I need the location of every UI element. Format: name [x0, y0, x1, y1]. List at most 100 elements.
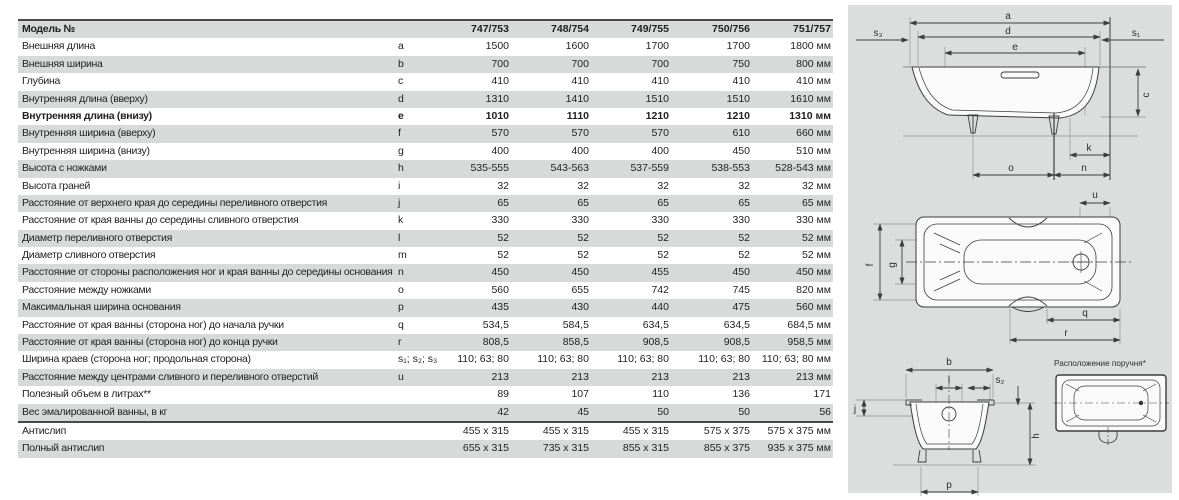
table-row: Диаметр переливного отверстия l 52 52 52…	[18, 229, 833, 248]
row-value: 1700	[645, 40, 669, 53]
row-letter: n	[398, 266, 404, 279]
row-letter: m	[398, 249, 407, 262]
dim-label-j: j	[853, 404, 856, 415]
table-row: Полезный объем в литрах** 89 107 110 136…	[18, 386, 833, 403]
row-value: 65	[738, 196, 750, 209]
plan-view-diagram: u f g q r	[865, 190, 1134, 344]
dim-label-n: n	[1081, 163, 1087, 174]
table-row: Максимальная ширина основания p 435 430 …	[18, 299, 833, 317]
row-value: 213	[651, 370, 669, 383]
row-value: 655 x 315	[462, 442, 509, 455]
row-letter: i	[398, 179, 401, 192]
row-value: 430	[571, 301, 589, 314]
table-row: Внутренняя ширина (внизу) g 400 400 400 …	[18, 143, 833, 160]
row-name: Высота с ножками	[22, 162, 107, 175]
row-value: 110; 63; 80	[537, 353, 589, 366]
row-name: Внутренняя ширина (вверху)	[22, 127, 156, 140]
row-value: 65	[497, 196, 509, 209]
row-name: Высота граней	[22, 179, 91, 192]
side-section-diagram: a d e s₃ s₁ c k o n	[856, 11, 1164, 180]
row-name: Глубина	[22, 75, 61, 88]
row-value: 435	[491, 301, 509, 314]
table-row: Диаметр сливного отверстия m 52 52 52 52…	[18, 247, 833, 264]
row-name: Расстояние между ножками	[22, 283, 151, 296]
row-value: 52	[577, 231, 589, 244]
dim-label-e: e	[1012, 42, 1018, 53]
row-value: 575 x 375	[703, 424, 750, 437]
row-letter: a	[398, 40, 404, 53]
row-value: 50	[657, 405, 669, 418]
row-name: Расстояние от края ванны (сторона ног) д…	[22, 318, 284, 331]
row-value: 52	[738, 231, 750, 244]
dim-label-d: d	[1005, 26, 1011, 37]
table-row: Расстояние от края ванны (сторона ног) д…	[18, 334, 833, 352]
row-value: 820 мм	[796, 283, 831, 296]
row-name: Внутренняя длина (вверху)	[22, 92, 148, 105]
table-row: Антислип 455 x 315 455 x 315 455 x 315 5…	[18, 420, 833, 440]
row-value: 634,5	[723, 318, 750, 331]
row-value: 700	[491, 57, 509, 70]
row-value: 858,5	[562, 336, 589, 349]
row-value: 42	[497, 405, 509, 418]
row-value: 534,5	[482, 318, 509, 331]
row-value: 52	[738, 249, 750, 262]
row-value: 475	[732, 301, 750, 314]
row-value: 735 x 315	[542, 442, 589, 455]
row-value: 655	[571, 283, 589, 296]
row-value: 56	[819, 405, 831, 418]
table-row: Высота с ножками h 535-555 543-563 537-5…	[18, 160, 833, 178]
row-value: 1210	[645, 109, 669, 122]
row-value: 52 мм	[801, 231, 831, 244]
row-letter: g	[398, 144, 404, 157]
row-value: 1700	[726, 40, 750, 53]
row-value: 330	[651, 214, 669, 227]
row-value: 543-563	[550, 162, 589, 175]
row-name: Вес эмалированной ванны, в кг	[22, 405, 168, 418]
row-letter: u	[398, 370, 404, 383]
row-value: 570	[491, 127, 509, 140]
row-value: 700	[571, 57, 589, 70]
row-value: 400	[491, 144, 509, 157]
row-letter: l	[398, 231, 401, 244]
row-value: 52	[577, 249, 589, 262]
row-name: Ширина краев (сторона ног; продольная ст…	[22, 353, 251, 366]
row-name: Внутренняя длина (внизу)	[22, 109, 152, 122]
dim-label-u: u	[1092, 190, 1098, 201]
row-letter: f	[398, 127, 401, 140]
handle-location-caption: Расположение поручня*	[1054, 359, 1147, 368]
row-name: Расстояние от края ванны (сторона ног) д…	[22, 336, 278, 349]
row-value: 450	[571, 266, 589, 279]
row-value: 855 x 375	[703, 442, 750, 455]
table-row: Внешняя длина a 1500 1600 1700 1700 1800…	[18, 38, 833, 55]
row-value: 1610 мм	[790, 92, 831, 105]
row-value: 610	[732, 127, 750, 140]
row-value: 330 мм	[796, 214, 831, 227]
row-value: 213	[571, 370, 589, 383]
table-row: Внутренняя длина (внизу) e 1010 1110 121…	[18, 108, 833, 125]
dim-label-c: c	[1141, 93, 1152, 98]
row-value: 1500	[485, 40, 509, 53]
row-letter: p	[398, 301, 404, 314]
row-value: 1510	[645, 92, 669, 105]
model-column: 749/755	[631, 23, 669, 35]
table-row: Внутренняя длина (вверху) d 1310 1410 15…	[18, 90, 833, 108]
row-value: 32	[577, 179, 589, 192]
dim-label-q: q	[1082, 308, 1088, 319]
row-value: 958,5 мм	[787, 336, 831, 349]
row-value: 560	[491, 283, 509, 296]
table-row: Расстояние между ножками o 560 655 742 7…	[18, 282, 833, 299]
row-value: 450	[732, 266, 750, 279]
dim-label-s3: s₃	[873, 28, 882, 39]
model-column: 747/753	[471, 23, 509, 35]
row-value: 32 мм	[801, 179, 831, 192]
row-value: 455 x 315	[542, 424, 589, 437]
row-letter: r	[398, 336, 402, 349]
table-row: Полный антислип 655 x 315 735 x 315 855 …	[18, 440, 833, 458]
row-value: 800 мм	[796, 57, 831, 70]
row-value: 89	[497, 388, 509, 401]
row-value: 110; 63; 80 мм	[761, 353, 831, 366]
row-value: 1410	[565, 92, 589, 105]
model-column: 751/757	[793, 23, 831, 35]
row-value: 65 мм	[801, 196, 831, 209]
row-value: 1110	[566, 109, 589, 122]
